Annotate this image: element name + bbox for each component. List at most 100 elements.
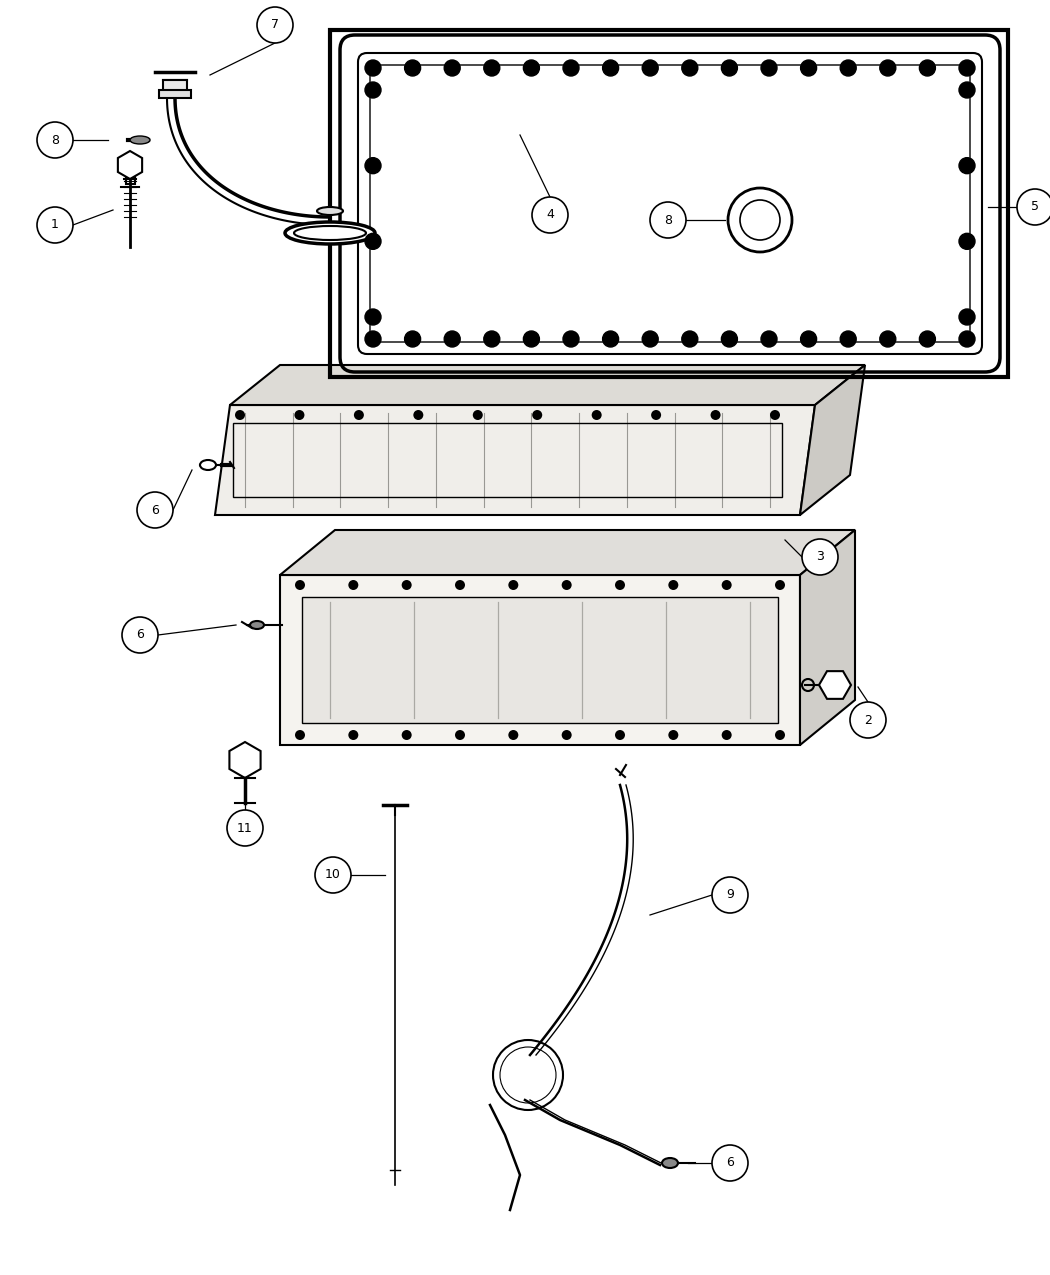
Circle shape: [840, 60, 856, 76]
Circle shape: [650, 201, 686, 238]
Ellipse shape: [200, 460, 216, 470]
Circle shape: [235, 411, 245, 419]
Circle shape: [712, 1145, 748, 1181]
Circle shape: [721, 60, 737, 76]
Circle shape: [721, 731, 732, 739]
Polygon shape: [800, 365, 865, 515]
Circle shape: [295, 731, 304, 739]
Circle shape: [920, 60, 936, 76]
Ellipse shape: [662, 1158, 678, 1168]
Circle shape: [770, 411, 780, 419]
Circle shape: [563, 332, 579, 347]
Text: 3: 3: [816, 551, 824, 564]
Circle shape: [721, 580, 732, 590]
Circle shape: [404, 60, 421, 76]
Circle shape: [761, 60, 777, 76]
Circle shape: [404, 332, 421, 347]
Circle shape: [603, 60, 618, 76]
Circle shape: [315, 857, 351, 892]
Circle shape: [365, 158, 381, 173]
Circle shape: [959, 332, 975, 347]
Circle shape: [643, 332, 658, 347]
Circle shape: [959, 82, 975, 98]
Circle shape: [850, 703, 886, 738]
Circle shape: [669, 580, 678, 590]
Circle shape: [802, 539, 838, 575]
Circle shape: [643, 60, 658, 76]
Ellipse shape: [250, 621, 264, 629]
Circle shape: [681, 332, 698, 347]
Circle shape: [365, 60, 381, 76]
Text: 8: 8: [51, 134, 59, 147]
Bar: [330, 31, 1008, 377]
Circle shape: [840, 332, 856, 347]
Circle shape: [711, 411, 720, 419]
Circle shape: [775, 580, 785, 590]
Circle shape: [37, 122, 74, 158]
Circle shape: [365, 309, 381, 325]
Bar: [159, 91, 191, 98]
Circle shape: [800, 332, 817, 347]
Circle shape: [615, 731, 625, 739]
Polygon shape: [229, 742, 260, 778]
Circle shape: [563, 60, 579, 76]
Circle shape: [681, 60, 698, 76]
Circle shape: [365, 82, 381, 98]
Circle shape: [508, 731, 519, 739]
Text: 8: 8: [664, 213, 672, 227]
Ellipse shape: [130, 136, 150, 144]
Circle shape: [562, 580, 571, 590]
Text: 9: 9: [726, 889, 734, 901]
Text: 10: 10: [326, 868, 341, 881]
Circle shape: [444, 332, 460, 347]
Circle shape: [414, 411, 423, 419]
Circle shape: [562, 731, 571, 739]
Circle shape: [37, 207, 74, 244]
Circle shape: [136, 492, 173, 528]
Circle shape: [484, 332, 500, 347]
Circle shape: [257, 6, 293, 43]
Circle shape: [484, 60, 500, 76]
Circle shape: [402, 580, 412, 590]
Circle shape: [349, 731, 358, 739]
Text: 1: 1: [51, 218, 59, 232]
Text: 5: 5: [1031, 200, 1040, 213]
Circle shape: [444, 60, 460, 76]
Circle shape: [508, 580, 519, 590]
Circle shape: [455, 731, 465, 739]
Ellipse shape: [317, 207, 343, 215]
Text: 6: 6: [151, 504, 159, 516]
Circle shape: [227, 810, 262, 847]
Polygon shape: [280, 530, 855, 575]
Circle shape: [800, 60, 817, 76]
Circle shape: [365, 233, 381, 250]
Bar: [163, 80, 187, 96]
Text: 7: 7: [271, 19, 279, 32]
Polygon shape: [230, 365, 865, 405]
Text: 6: 6: [726, 1156, 734, 1169]
Circle shape: [775, 731, 785, 739]
Circle shape: [721, 332, 737, 347]
Circle shape: [523, 60, 540, 76]
Circle shape: [959, 60, 975, 76]
Circle shape: [1017, 189, 1050, 224]
Circle shape: [523, 332, 540, 347]
Circle shape: [294, 411, 304, 419]
Circle shape: [365, 332, 381, 347]
Circle shape: [591, 411, 602, 419]
Circle shape: [472, 411, 483, 419]
Polygon shape: [819, 671, 850, 699]
Polygon shape: [215, 405, 815, 515]
Text: 2: 2: [864, 714, 872, 727]
Polygon shape: [118, 150, 142, 178]
Circle shape: [959, 233, 975, 250]
Circle shape: [880, 60, 896, 76]
Circle shape: [669, 731, 678, 739]
Ellipse shape: [285, 222, 375, 244]
Circle shape: [880, 332, 896, 347]
Polygon shape: [800, 530, 855, 745]
Bar: [233, 423, 782, 497]
Circle shape: [122, 617, 158, 653]
Text: 6: 6: [136, 629, 144, 641]
Bar: [302, 597, 778, 723]
